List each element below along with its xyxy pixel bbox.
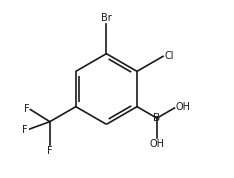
Text: OH: OH xyxy=(149,139,164,149)
Text: B: B xyxy=(153,113,161,123)
Text: F: F xyxy=(24,104,29,114)
Text: Br: Br xyxy=(101,13,112,23)
Text: Cl: Cl xyxy=(165,51,174,61)
Text: F: F xyxy=(22,125,27,135)
Text: OH: OH xyxy=(175,103,190,112)
Text: F: F xyxy=(47,146,53,156)
